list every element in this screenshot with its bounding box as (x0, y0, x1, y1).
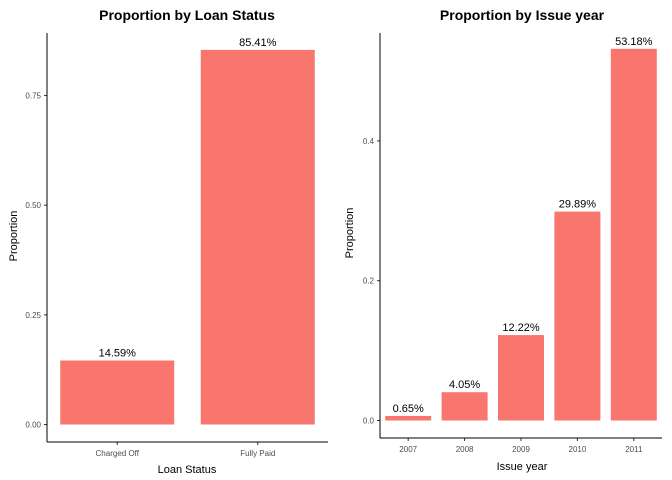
data-label: 14.59% (99, 348, 137, 360)
issue-year-panel: Proportion by Issue year Issue year Prop… (344, 7, 662, 473)
y-tick-label: 0.00 (25, 421, 41, 430)
tick-group: 2007 2008 2009 2010 2011 0.0 0.2 0.4 (363, 137, 643, 454)
y-tick-label: 0.75 (25, 92, 41, 101)
bar (385, 415, 432, 421)
y-tick-label: 0.25 (25, 311, 41, 320)
y-tick-label: 0.0 (363, 417, 375, 426)
chart-title: Proportion by Issue year (440, 7, 605, 23)
loan-status-panel: Proportion by Loan Status Loan Status Pr… (8, 7, 328, 476)
data-label: 4.05% (449, 379, 480, 391)
y-axis-title: Proportion (344, 208, 356, 259)
x-tick-label: 2011 (625, 445, 643, 454)
bar (60, 360, 175, 425)
x-tick-label: Fully Paid (240, 449, 275, 458)
x-tick-label: 2009 (512, 445, 530, 454)
bar (554, 211, 601, 421)
x-tick-label: 2008 (456, 445, 474, 454)
data-label: 85.41% (239, 37, 277, 49)
data-label: 53.18% (615, 36, 653, 48)
y-tick-label: 0.4 (363, 137, 375, 146)
y-axis-title: Proportion (8, 211, 20, 262)
x-axis-title: Issue year (497, 461, 548, 473)
bar (610, 48, 657, 421)
x-axis-title: Loan Status (158, 464, 217, 476)
bar (498, 335, 544, 421)
data-label: 29.89% (559, 199, 597, 211)
y-tick-label: 0.2 (363, 277, 375, 286)
x-tick-label: Charged Off (96, 449, 140, 458)
data-label: 12.22% (502, 322, 540, 334)
data-label: 0.65% (393, 403, 424, 415)
y-tick-label: 0.50 (25, 201, 41, 210)
x-tick-label: 2007 (399, 445, 417, 454)
bar (441, 392, 488, 421)
chart-title: Proportion by Loan Status (99, 7, 275, 23)
bar (200, 49, 315, 425)
x-tick-label: 2010 (569, 445, 587, 454)
bar-group: 0.65% 4.05% 12.22% 29.89% 53.18% (385, 36, 657, 421)
bar-group: 14.59% 85.41% (60, 37, 315, 425)
tick-group: Charged Off Fully Paid 0.00 0.25 0.50 0.75 (25, 92, 275, 458)
